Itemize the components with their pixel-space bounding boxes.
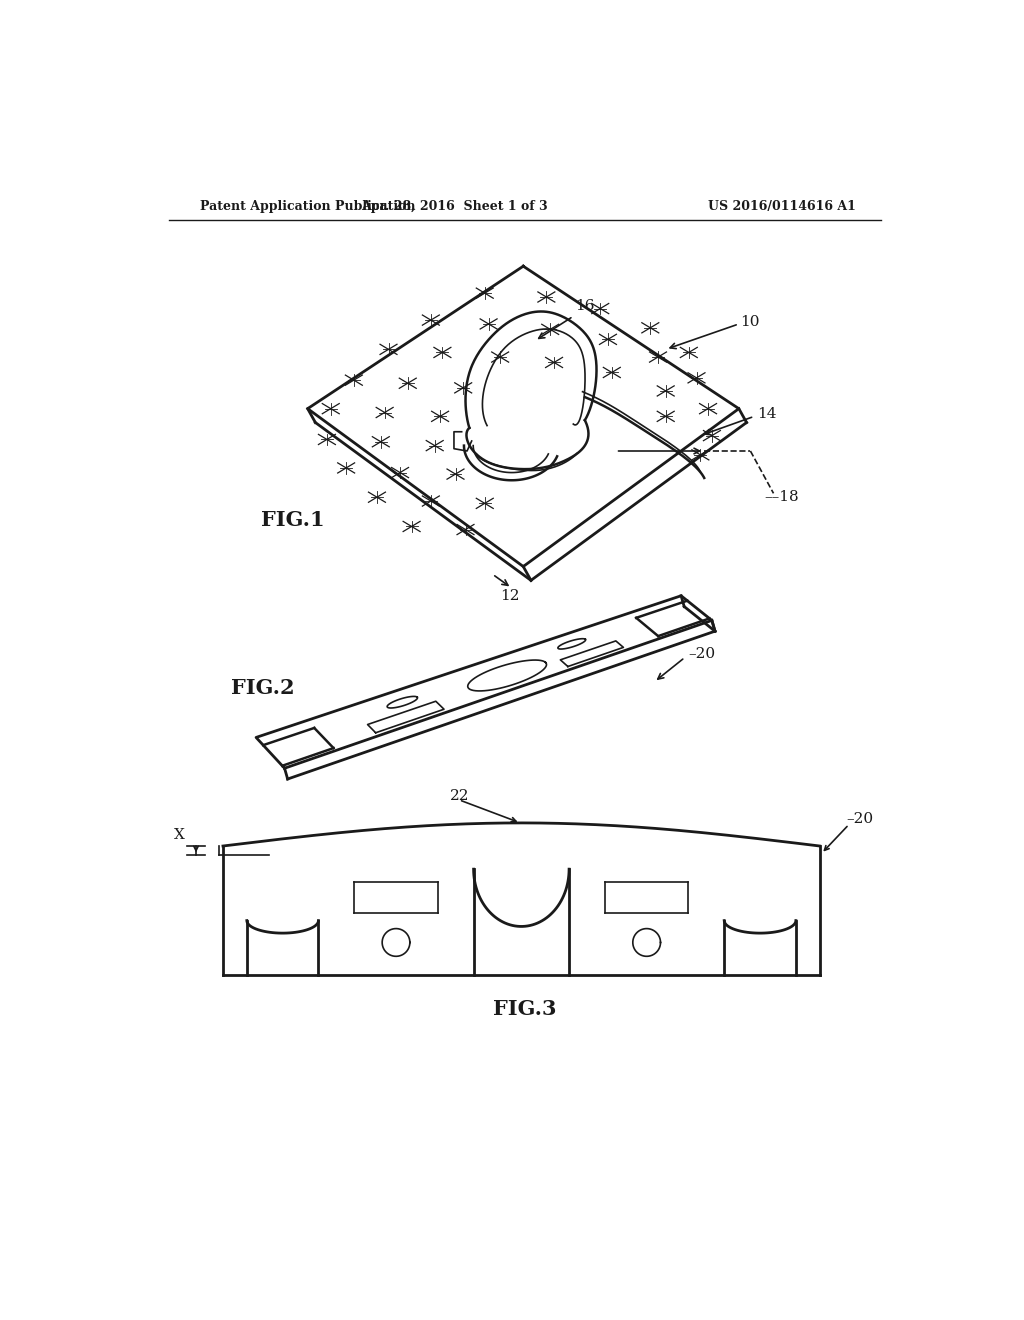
Text: Apr. 28, 2016  Sheet 1 of 3: Apr. 28, 2016 Sheet 1 of 3 (360, 199, 547, 213)
Text: FIG.1: FIG.1 (261, 511, 325, 531)
Text: ––18: ––18 (764, 490, 799, 504)
Text: 12: 12 (500, 589, 519, 603)
Text: X: X (174, 828, 184, 842)
Text: –20: –20 (688, 647, 715, 661)
Text: 14: 14 (758, 407, 777, 421)
Text: US 2016/0114616 A1: US 2016/0114616 A1 (708, 199, 856, 213)
Text: FIG.2: FIG.2 (230, 678, 294, 698)
Text: Patent Application Publication: Patent Application Publication (200, 199, 416, 213)
Text: 22: 22 (450, 789, 469, 803)
Text: –20: –20 (847, 812, 873, 826)
Text: 16: 16 (574, 300, 594, 313)
Text: FIG.3: FIG.3 (493, 999, 557, 1019)
Text: 10: 10 (740, 314, 760, 329)
